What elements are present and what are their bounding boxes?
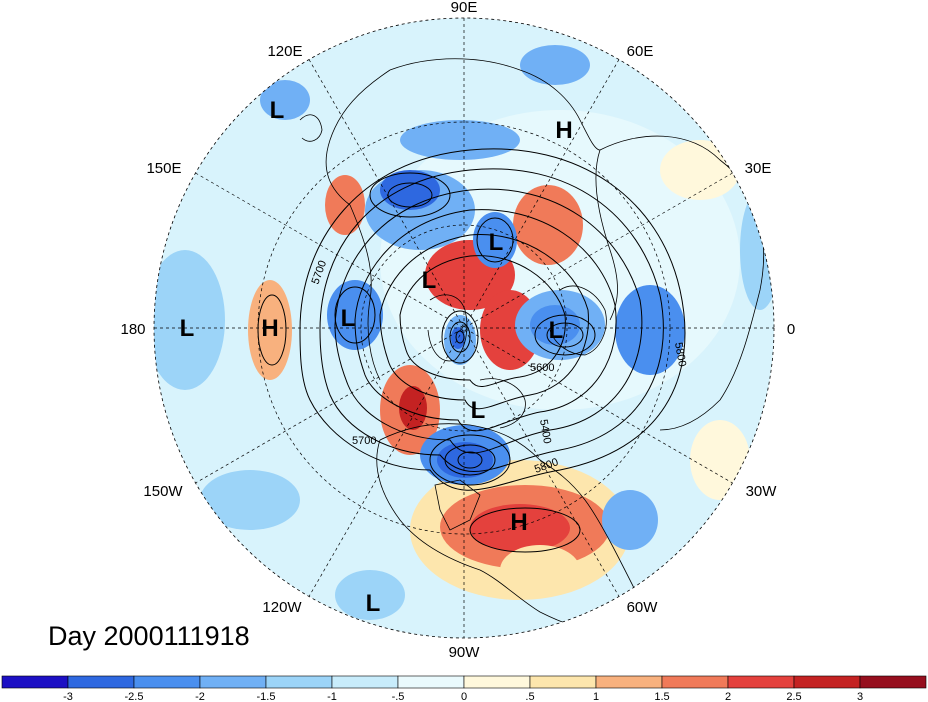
lon-label: 150E	[146, 160, 181, 177]
pressure-center-marker: L	[471, 397, 486, 424]
colorbar-swatch	[331, 675, 399, 689]
pressure-center-marker: H	[555, 117, 572, 144]
colorbar-tick-label: 2	[725, 691, 731, 702]
lon-label: 150W	[143, 483, 183, 500]
colorbar-swatch	[859, 675, 927, 689]
colorbar-tick-label: 0	[461, 691, 467, 702]
disc-boundary	[153, 17, 775, 639]
lon-label: 30W	[746, 483, 778, 500]
colorbar-swatch	[67, 675, 135, 689]
colorbar-tick-label: 2.5	[786, 691, 801, 702]
lon-label: 120W	[262, 599, 302, 616]
contour-label: 5400	[537, 418, 553, 444]
day-label: Day 2000111918	[48, 621, 250, 651]
colorbar-swatch	[529, 675, 597, 689]
colorbar-tick-label: -1	[327, 691, 337, 702]
pressure-center-marker: L	[341, 305, 356, 332]
lon-label: 90W	[449, 644, 481, 661]
colorbar-swatch	[133, 675, 201, 689]
pressure-centers: L H L H L L L H L L H L	[180, 97, 573, 617]
colorbar-swatch	[1, 675, 69, 689]
lon-label: 60E	[627, 43, 654, 60]
pressure-center-marker: L	[549, 317, 564, 344]
lon-label: 60W	[627, 599, 659, 616]
pressure-center-marker: H	[510, 509, 527, 536]
lon-label: 30E	[745, 160, 772, 177]
lon-label: 180	[120, 321, 145, 338]
colorbar-swatch	[397, 675, 465, 689]
colorbar: -3 -2.5 -2 -1.5 -1 -.5 0 .5 1 1.5 2 2.5 3	[1, 675, 927, 702]
pressure-center-marker: L	[422, 267, 437, 294]
pressure-center-marker: L	[489, 229, 504, 256]
pressure-center-marker: L	[180, 315, 195, 342]
colorbar-swatch	[199, 675, 267, 689]
colorbar-tick-label: 1	[593, 691, 599, 702]
colorbar-swatch	[265, 675, 333, 689]
contour-label: 5600	[530, 362, 554, 374]
pressure-center-marker: H	[261, 315, 278, 342]
colorbar-swatch	[463, 675, 531, 689]
colorbar-tick-label: -2	[195, 691, 205, 702]
height-contours	[257, 148, 686, 553]
colorbar-swatch	[793, 675, 861, 689]
colorbar-swatch	[661, 675, 729, 689]
colorbar-tick-label: .5	[525, 691, 534, 702]
contour-label: 5800	[672, 341, 688, 367]
colorbar-swatch	[595, 675, 663, 689]
colorbar-tick-label: 1.5	[654, 691, 669, 702]
colorbar-tick-label: -3	[63, 691, 73, 702]
graticule	[154, 18, 774, 638]
colorbar-tick-label: -.5	[392, 691, 405, 702]
colorbar-tick-label: -1.5	[257, 691, 276, 702]
contour-labels: 5700 5600 5400 5800 5700 5800 5800	[310, 259, 689, 476]
colorbar-tick-label: -2.5	[125, 691, 144, 702]
lon-label: 120E	[267, 43, 302, 60]
colorbar-tick-label: 3	[857, 691, 863, 702]
pressure-center-marker: L	[366, 590, 381, 617]
contour-label: 5700	[352, 435, 376, 447]
pressure-center-marker: L	[270, 97, 285, 124]
longitude-labels: 90E 120E 60E 150E 30E 180 0 150W 30W 120…	[120, 0, 795, 661]
lon-label: 0	[787, 321, 795, 338]
coastlines	[299, 58, 765, 638]
lon-label: 90E	[451, 0, 478, 16]
colorbar-swatch	[727, 675, 795, 689]
